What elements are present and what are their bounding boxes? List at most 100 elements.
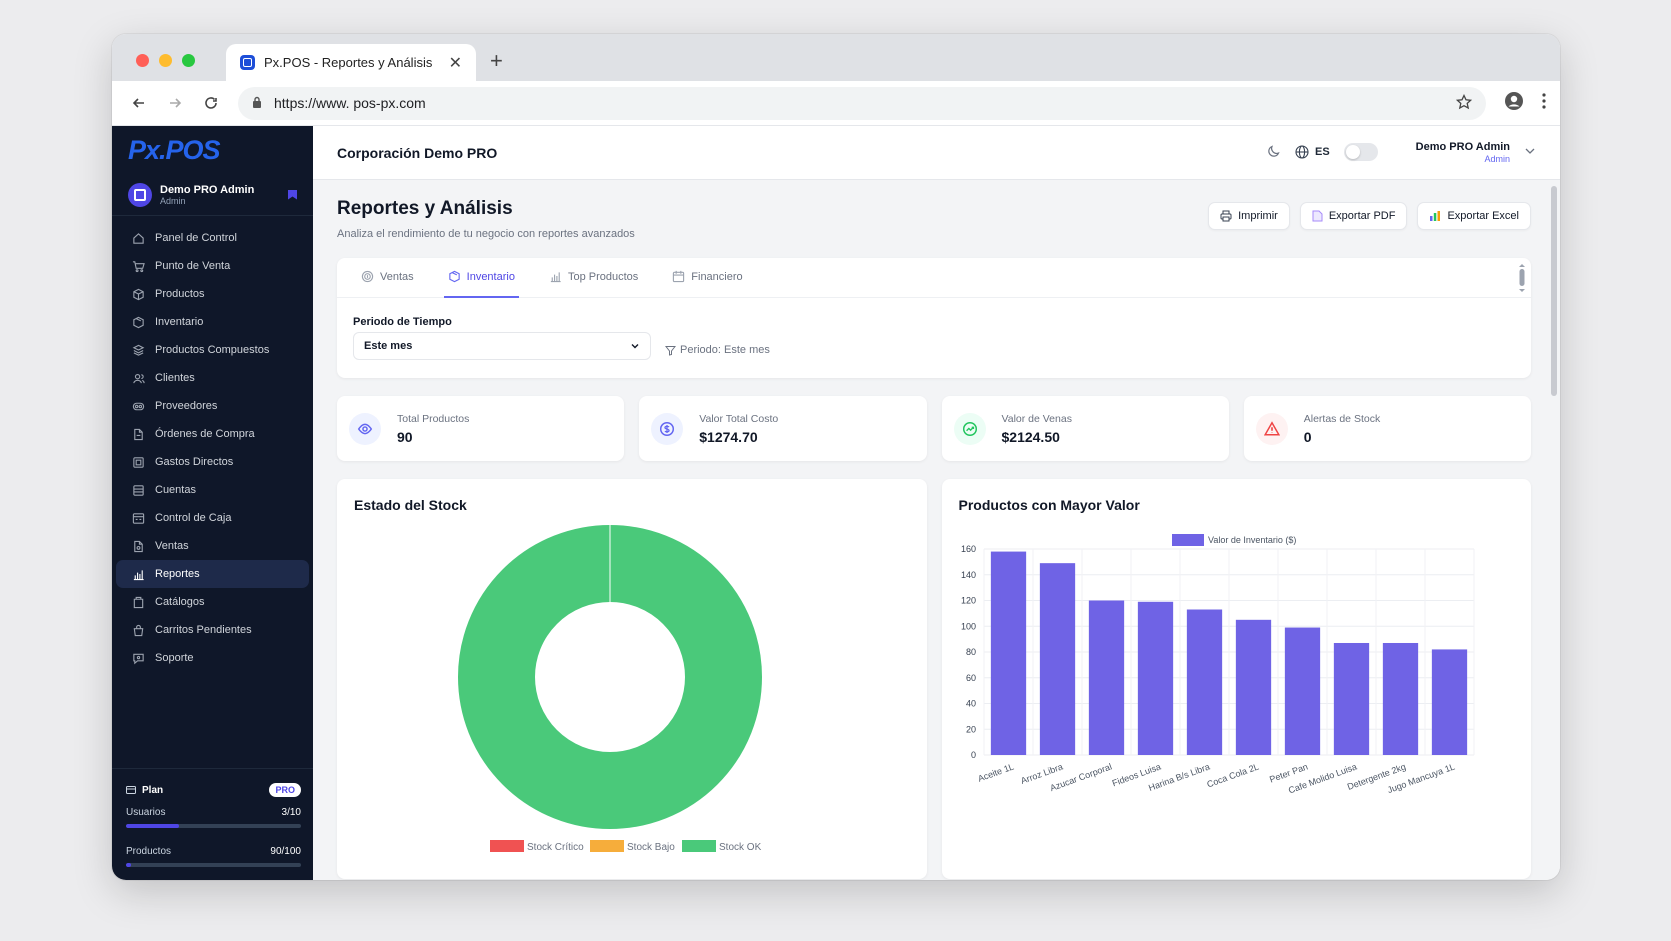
plan-panel: Plan PRO Usuarios 3/10 Productos 90/100 [112,768,313,880]
sidebar-item-label: Carritos Pendientes [155,624,252,636]
sidebar-item-catalogos[interactable]: Catálogos [116,588,309,616]
sidebar-item-label: Punto de Venta [155,260,231,272]
y-tick-label: 0 [970,750,975,760]
period-select[interactable]: Este mes [353,332,651,360]
print-button[interactable]: Imprimir [1208,202,1290,230]
bar[interactable] [1431,649,1467,755]
stat-card: Total Productos 90 [337,396,625,461]
sidebar-item-inventario[interactable]: Inventario [116,308,309,336]
sidebar-item-reportes[interactable]: Reportes [116,560,309,588]
export-pdf-button[interactable]: Exportar PDF [1299,202,1408,230]
user-menu[interactable]: Demo PRO Admin Admin [1416,141,1510,164]
sidebar-item-punto-de-venta[interactable]: Punto de Venta [116,252,309,280]
filters-card: Ventas Inventario Top Productos Financiero … [337,258,1531,378]
sidebar-item-label: Productos [155,288,205,300]
legend-label: Stock Bajo [627,842,675,853]
language-selector[interactable]: ES [1295,145,1330,160]
bar[interactable] [990,551,1026,755]
profile-icon[interactable] [1504,91,1524,116]
legend-swatch [490,840,524,852]
forward-button[interactable] [162,90,188,116]
sidebar-item-gastos-directos[interactable]: Gastos Directos [116,448,309,476]
new-tab-button[interactable]: + [490,48,503,73]
tab-financiero[interactable]: Financiero [668,258,746,298]
dark-mode-moon-icon[interactable] [1267,144,1281,161]
sidebar: Px.POS Demo PRO Admin Admin Panel de Con… [112,126,313,880]
tab-label: Ventas [380,270,414,283]
close-tab-icon[interactable]: ✕ [448,54,462,72]
sidebar-item-soporte[interactable]: Soporte [116,644,309,672]
bar[interactable] [1235,619,1271,755]
y-tick-label: 140 [960,570,975,580]
close-window-button[interactable] [136,54,149,67]
document-icon [134,540,143,552]
sidebar-item-control-de-caja[interactable]: Control de Caja [116,504,309,532]
pdf-file-icon [1312,210,1323,222]
users-icon [133,373,145,383]
products-usage-label: Productos [126,846,172,857]
stock-status-donut-chart: Stock Crítico Stock Bajo Stock OK [458,525,762,853]
sidebar-item-label: Reportes [155,568,200,580]
browser-menu-icon[interactable] [1542,92,1546,114]
box-icon [133,288,144,300]
tab-ventas[interactable]: Ventas [357,258,418,298]
sidebar-item-productos[interactable]: Productos [116,280,309,308]
y-tick-label: 80 [965,647,975,657]
app-logo[interactable]: Px.POS [128,134,221,165]
plan-title: Plan [142,784,164,796]
sidebar-item-ordenes-de-compra[interactable]: Órdenes de Compra [116,420,309,448]
bar[interactable] [1382,642,1418,755]
sidebar-item-label: Panel de Control [155,232,237,244]
users-usage-fill [126,824,179,828]
period-note: Periodo: Este mes [665,344,770,356]
bookmark-star-icon[interactable] [1455,93,1473,113]
bar[interactable] [1088,600,1124,756]
sidebar-item-clientes[interactable]: Clientes [116,364,309,392]
package-icon [448,270,460,283]
chevron-down-icon[interactable] [1524,145,1536,160]
bar[interactable] [1186,609,1222,755]
legend-label: Stock Crítico [527,842,584,853]
sidebar-item-carritos-pendientes[interactable]: Carritos Pendientes [116,616,309,644]
sidebar-user[interactable]: Demo PRO Admin Admin [112,174,313,216]
sidebar-item-label: Productos Compuestos [155,344,270,356]
dollar-icon [651,412,684,445]
sidebar-user-name: Demo PRO Admin [160,183,255,196]
export-excel-button[interactable]: Exportar Excel [1417,202,1531,230]
sidebar-item-proveedores[interactable]: Proveedores [116,392,309,420]
reload-button[interactable] [198,90,224,116]
url-field[interactable]: https://www. pos-px.com [238,86,1486,120]
eye-icon [349,412,381,445]
globe-icon [1295,145,1309,160]
topbar-user-name: Demo PRO Admin [1415,141,1510,153]
language-toggle[interactable] [1343,143,1378,162]
url-text: https://www. pos-px.com [274,95,426,111]
tabs-scroll-indicator[interactable] [1519,264,1525,292]
bar[interactable] [1284,627,1320,755]
sidebar-item-label: Ventas [155,540,189,552]
sidebar-item-productos-compuestos[interactable]: Productos Compuestos [116,336,309,364]
maximize-window-button[interactable] [182,54,195,67]
bar[interactable] [1039,563,1075,755]
page-title: Reportes y Análisis [337,198,513,219]
home-icon [133,232,144,244]
minimize-window-button[interactable] [159,54,172,67]
bar[interactable] [1333,642,1369,755]
browser-tab[interactable]: Px.POS - Reportes y Análisis ✕ [226,44,476,81]
favicon-icon [240,55,255,70]
bookmark-icon[interactable] [288,189,297,200]
page-scrollbar[interactable] [1551,186,1557,396]
tab-inventario[interactable]: Inventario [443,258,519,298]
tab-top-productos[interactable]: Top Productos [545,258,642,298]
stat-label: Total Productos [397,412,470,425]
sidebar-item-panel-de-control[interactable]: Panel de Control [116,224,309,252]
products-usage-bar [126,863,301,867]
receipt-icon [133,456,144,468]
back-button[interactable] [126,90,152,116]
sidebar-nav: Panel de Control Punto de Venta Productos I… [112,216,313,672]
export-excel-label: Exportar Excel [1447,210,1519,222]
sidebar-item-ventas[interactable]: Ventas [116,532,309,560]
stock-status-chart-title: Estado del Stock [354,497,467,513]
bar[interactable] [1137,601,1173,755]
sidebar-item-cuentas[interactable]: Cuentas [116,476,309,504]
